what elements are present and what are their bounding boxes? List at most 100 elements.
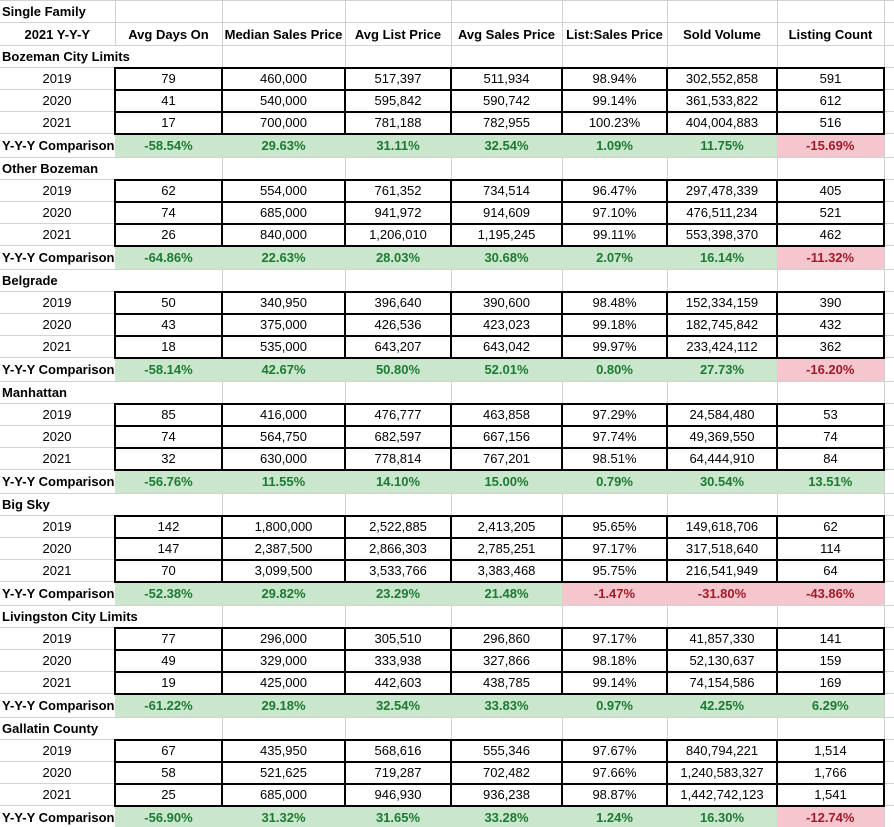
stat-cell[interactable]: 64 [776,558,885,583]
stat-cell[interactable]: 96.47% [561,178,668,203]
stat-cell[interactable]: 49 [114,648,223,673]
empty-cell[interactable] [221,605,346,628]
year-cell[interactable]: 2021 [0,447,116,470]
comparison-value[interactable]: 15.00% [451,469,562,494]
stat-cell[interactable]: 95.75% [561,558,668,583]
stat-cell[interactable]: 516 [776,110,885,135]
comparison-value[interactable]: 6.29% [777,693,884,718]
empty-cell[interactable] [883,605,894,628]
empty-cell[interactable] [776,45,885,68]
stat-cell[interactable]: 19 [114,670,223,695]
stat-cell[interactable]: 423,023 [450,312,563,337]
comparison-value[interactable]: 30.54% [667,469,777,494]
stat-cell[interactable]: 778,814 [344,446,452,471]
stat-cell[interactable]: 390,600 [450,290,563,315]
column-header[interactable]: Sold Volume [666,22,778,46]
empty-cell[interactable] [221,0,346,23]
empty-cell[interactable] [883,245,894,270]
stat-cell[interactable]: 390 [776,290,885,315]
stat-cell[interactable]: 2,413,205 [450,514,563,539]
stat-cell[interactable]: 99.97% [561,334,668,359]
empty-cell[interactable] [883,493,894,516]
comparison-label[interactable]: Y-Y-Y Comparison [0,805,115,827]
stat-cell[interactable]: 97.67% [561,738,668,763]
year-cell[interactable]: 2021 [0,335,116,358]
empty-cell[interactable] [883,515,894,538]
empty-cell[interactable] [450,717,563,740]
year-cell[interactable]: 2020 [0,761,116,784]
year-cell[interactable]: 2019 [0,403,116,426]
stat-cell[interactable]: 361,533,822 [666,88,778,113]
year-cell[interactable]: 2019 [0,291,116,314]
comparison-value[interactable]: -11.32% [777,245,884,270]
section-header[interactable]: Big Sky [0,493,223,516]
empty-cell[interactable] [561,269,668,292]
stat-cell[interactable]: 97.74% [561,424,668,449]
stat-cell[interactable]: 62 [114,178,223,203]
stat-cell[interactable]: 74 [114,200,223,225]
year-cell[interactable]: 2019 [0,739,116,762]
empty-cell[interactable] [776,157,885,180]
stat-cell[interactable]: 442,603 [344,670,452,695]
stat-cell[interactable]: 643,207 [344,334,452,359]
stat-cell[interactable]: 149,618,706 [666,514,778,539]
comparison-value[interactable]: 33.83% [451,693,562,718]
empty-cell[interactable] [883,671,894,694]
stat-cell[interactable]: 62 [776,514,885,539]
stat-cell[interactable]: 297,478,339 [666,178,778,203]
stat-cell[interactable]: 329,000 [221,648,346,673]
stat-cell[interactable]: 590,742 [450,88,563,113]
stat-cell[interactable]: 18 [114,334,223,359]
year-cell[interactable]: 2021 [0,559,116,582]
empty-cell[interactable] [344,269,452,292]
stat-cell[interactable]: 914,609 [450,200,563,225]
stat-cell[interactable]: 100.23% [561,110,668,135]
comparison-value[interactable]: 31.32% [222,805,345,827]
stat-cell[interactable]: 1,800,000 [221,514,346,539]
stat-cell[interactable]: 396,640 [344,290,452,315]
stat-cell[interactable]: 702,482 [450,760,563,785]
empty-cell[interactable] [883,89,894,112]
stat-cell[interactable]: 97.17% [561,626,668,651]
stat-cell[interactable]: 2,785,251 [450,536,563,561]
stat-cell[interactable]: 97.66% [561,760,668,785]
column-header[interactable]: Avg Sales Price [450,22,563,46]
empty-cell[interactable] [883,649,894,672]
empty-cell[interactable] [666,0,778,23]
stat-cell[interactable]: 141 [776,626,885,651]
comparison-value[interactable]: 29.18% [222,693,345,718]
stat-cell[interactable]: 511,934 [450,66,563,91]
stat-cell[interactable]: 555,346 [450,738,563,763]
stat-cell[interactable]: 182,745,842 [666,312,778,337]
stat-cell[interactable]: 521 [776,200,885,225]
stat-cell[interactable]: 405 [776,178,885,203]
stat-cell[interactable]: 53 [776,402,885,427]
section-header[interactable]: Manhattan [0,381,223,404]
comparison-label[interactable]: Y-Y-Y Comparison [0,245,115,270]
empty-cell[interactable] [450,605,563,628]
stat-cell[interactable]: 438,785 [450,670,563,695]
empty-cell[interactable] [561,381,668,404]
section-header[interactable]: Gallatin County [0,717,223,740]
empty-cell[interactable] [666,717,778,740]
stat-cell[interactable]: 700,000 [221,110,346,135]
comparison-value[interactable]: 16.30% [667,805,777,827]
stat-cell[interactable]: 74 [776,424,885,449]
stat-cell[interactable]: 404,004,883 [666,110,778,135]
stat-cell[interactable]: 327,866 [450,648,563,673]
comparison-value[interactable]: 28.03% [345,245,451,270]
stat-cell[interactable]: 362 [776,334,885,359]
report-title[interactable]: Single Family [0,0,116,23]
empty-cell[interactable] [221,157,346,180]
stat-cell[interactable]: 97.10% [561,200,668,225]
stat-cell[interactable]: 643,042 [450,334,563,359]
empty-cell[interactable] [883,67,894,90]
stat-cell[interactable]: 26 [114,222,223,247]
stat-cell[interactable]: 317,518,640 [666,536,778,561]
column-header[interactable]: List:Sales Price [561,22,668,46]
year-cell[interactable]: 2019 [0,627,116,650]
stat-cell[interactable]: 2,387,500 [221,536,346,561]
stat-cell[interactable]: 1,442,742,123 [666,782,778,807]
empty-cell[interactable] [883,357,894,382]
stat-cell[interactable]: 2,522,885 [344,514,452,539]
